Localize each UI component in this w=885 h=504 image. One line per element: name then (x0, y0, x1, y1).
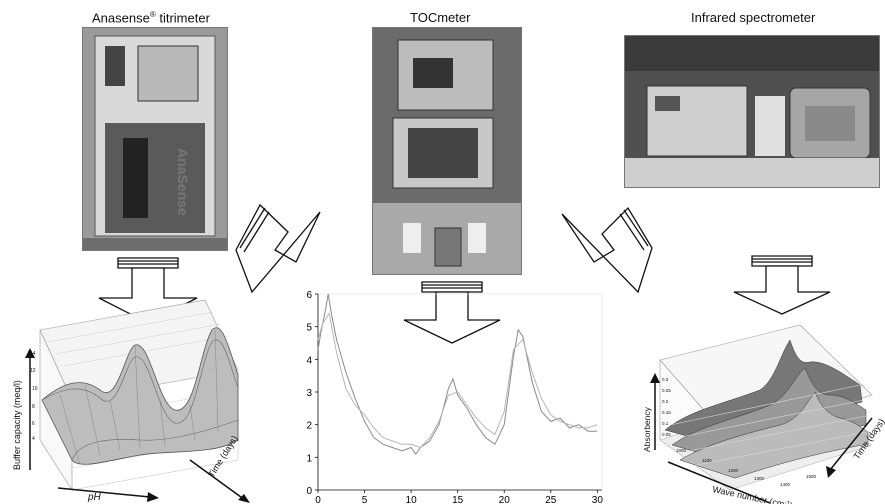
right-xtick-3: 1300 (754, 476, 765, 481)
diagonal-arrow-right (561, 206, 653, 294)
registered-mark: ® (149, 10, 156, 19)
toc-xtick-label: 15 (452, 495, 464, 504)
right-ytick-0: 0.05 (662, 432, 671, 437)
left-ytick-0: 4 (32, 436, 35, 442)
toc-xtick-label: 20 (499, 495, 511, 504)
spectrometer-title: Infrared spectrometer (691, 10, 815, 25)
titrimeter-photo: AnaSense (82, 27, 228, 251)
left-ytick-3: 10 (32, 386, 38, 392)
wave-number-label-text: Wave number (cm (712, 484, 786, 504)
right-xtick-0: 1000 (676, 448, 687, 453)
toc-ytick-label: 2 (306, 421, 312, 432)
right-xtick-1: 1100 (702, 458, 712, 463)
down-arrow-tocmeter (403, 281, 501, 344)
toc-ytick-label: 0 (306, 486, 312, 497)
wave-number-unit-sup: -1 (784, 500, 791, 504)
titrimeter-suffix: titrimeter (155, 10, 210, 26)
toc-ytick-label: 6 (306, 290, 312, 301)
toc-ytick-label: 4 (306, 355, 312, 366)
right-xtick-4: 1400 (780, 482, 791, 487)
diagonal-arrow-left (235, 203, 321, 294)
down-arrow-spectrometer (733, 255, 831, 315)
spectrometer-photo (624, 35, 880, 188)
anasense-panel-text: AnaSense (175, 148, 191, 216)
right-xtick-5: 1500 (806, 474, 817, 479)
left-ytick-2: 8 (32, 404, 35, 410)
right-ytick-2: 0.15 (662, 410, 671, 415)
toc-xtick-label: 25 (545, 495, 557, 504)
toc-series-2 (317, 312, 598, 449)
toc-line-chart: 0 1 2 3 4 5 6 0 5 10 15 20 25 30 (306, 290, 603, 504)
toc-xtick-label: 30 (592, 495, 604, 504)
left-ytick-5: 14 (30, 351, 36, 357)
right-ytick-4: 0.25 (662, 388, 671, 393)
toc-xtick-label: 10 (406, 495, 418, 504)
titrimeter-title: Anasense® titrimeter (92, 10, 210, 25)
tocmeter-title: TOCmeter (410, 10, 470, 25)
toc-xtick-label: 0 (315, 495, 321, 504)
toc-xtick-label: 5 (362, 495, 368, 504)
toc-ytick-label: 1 (306, 453, 312, 464)
right-ytick-3: 0.2 (662, 399, 669, 404)
toc-series-1 (317, 293, 598, 455)
left-ytick-1: 6 (32, 421, 35, 427)
wave-number-unit-end: ) (788, 501, 793, 504)
right-ytick-5: 0.3 (662, 377, 669, 382)
buffer-capacity-ylabel: Buffer capacity (meq/l) (12, 380, 22, 470)
right-ytick-1: 0.1 (662, 421, 669, 426)
tocmeter-photo (372, 27, 522, 275)
toc-ytick-label: 3 (306, 388, 312, 399)
infrared-spectra-3d-plot: 0.05 0.1 0.15 0.2 0.25 0.3 1000 1100 120… (642, 324, 885, 504)
buffer-capacity-3d-plot: 4 6 8 10 12 14 Buffer capacity (meq/l) p… (12, 299, 250, 503)
spectrometer-name: Infrared spectrometer (691, 10, 816, 25)
tocmeter-name: TOCmeter (410, 10, 471, 25)
toc-ytick-label: 5 (306, 323, 312, 334)
wave-number-xlabel: Wave number (cm-1) (712, 484, 794, 504)
right-xtick-2: 1200 (728, 468, 739, 473)
left-ytick-4: 12 (30, 368, 36, 374)
ph-xlabel: pH (87, 492, 102, 503)
titrimeter-name: Anasense (92, 10, 150, 26)
absorbency-ylabel: Absorbency (642, 406, 652, 452)
